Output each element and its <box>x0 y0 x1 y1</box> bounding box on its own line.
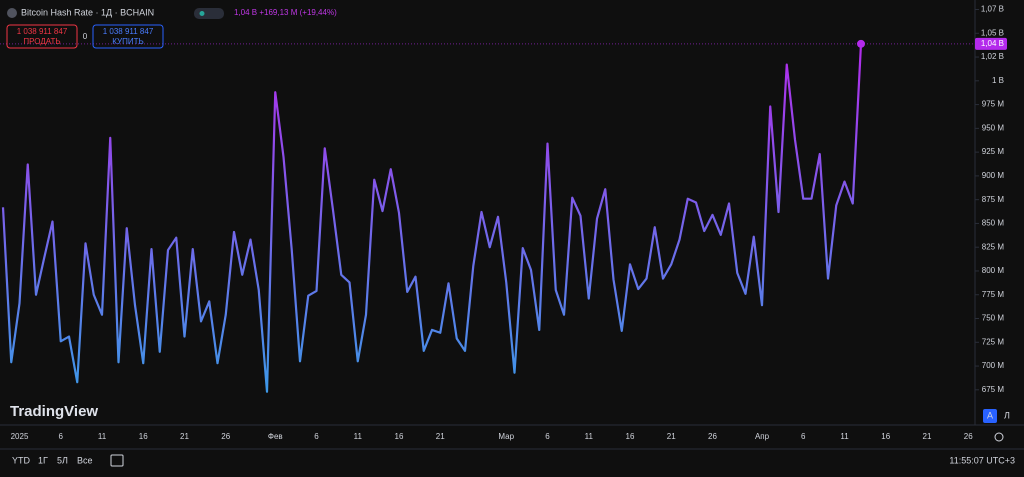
y-tick-label: 1,05 B <box>981 28 1004 37</box>
range-button[interactable]: Все <box>77 455 93 465</box>
x-tick-label: 21 <box>436 432 445 441</box>
y-tick-label: 700 M <box>982 361 1005 370</box>
x-tick-label: 6 <box>59 432 64 441</box>
symbol-title[interactable]: Bitcoin Hash Rate · 1Д · BCHAIN <box>21 7 154 17</box>
x-tick-label: 26 <box>964 432 973 441</box>
status-pill[interactable] <box>194 8 224 19</box>
x-tick-label: 26 <box>221 432 230 441</box>
x-tick-label: 21 <box>667 432 676 441</box>
symbol-icon <box>7 8 17 18</box>
settings-icon[interactable] <box>994 432 1004 442</box>
y-tick-label: 1,02 B <box>981 52 1004 61</box>
y-tick-label: 1 B <box>992 76 1004 85</box>
sell-label: ПРОДАТЬ <box>23 37 60 46</box>
x-tick-label: 16 <box>395 432 404 441</box>
market-status <box>199 11 205 16</box>
y-tick-label: 775 M <box>982 290 1005 299</box>
range-button[interactable]: 5Л <box>57 455 68 465</box>
x-tick-label: 11 <box>840 432 849 441</box>
x-tick-label: Апр <box>755 432 770 441</box>
x-tick-label: 2025 <box>11 432 29 441</box>
x-tick-label: 26 <box>708 432 717 441</box>
header-change: 1,04 B +169,13 M (+19,44%) <box>234 8 337 17</box>
date-range-icon[interactable] <box>110 454 124 467</box>
sell-button[interactable] <box>6 24 78 49</box>
last-price-label: 1,04 B <box>981 39 1004 48</box>
x-tick-label: 16 <box>626 432 635 441</box>
log-scale-label[interactable]: Л <box>1004 410 1010 420</box>
x-tick-label: 21 <box>180 432 189 441</box>
sell-price: 1 038 911 847 <box>17 27 68 36</box>
y-tick-label: 900 M <box>982 171 1005 180</box>
price-line <box>1 43 863 393</box>
auto-scale-label: A <box>987 410 993 420</box>
x-tick-label: 11 <box>354 432 363 441</box>
clock: 11:55:07 UTC+3 <box>949 455 1015 465</box>
x-tick-label: 6 <box>314 432 319 441</box>
y-tick-label: 750 M <box>982 314 1005 323</box>
x-tick-label: 21 <box>923 432 932 441</box>
buy-price: 1 038 911 847 <box>103 27 154 36</box>
y-tick-label: 1,07 B <box>981 5 1004 14</box>
buy-label: КУПИТЬ <box>112 37 143 46</box>
y-tick-label: 850 M <box>982 219 1005 228</box>
y-tick-label: 875 M <box>982 195 1005 204</box>
y-tick-label: 925 M <box>982 147 1005 156</box>
last-price-badge <box>975 37 1007 50</box>
y-tick-label: 800 M <box>982 266 1005 275</box>
x-tick-label: 16 <box>881 432 890 441</box>
range-button[interactable]: YTD <box>12 455 31 465</box>
last-point <box>857 39 865 48</box>
x-tick-label: 11 <box>585 432 594 441</box>
x-tick-label: 11 <box>98 432 107 441</box>
auto-scale-button[interactable] <box>983 409 997 423</box>
y-tick-label: 725 M <box>982 337 1005 346</box>
range-button[interactable]: 1Г <box>38 455 48 465</box>
y-tick-label: 975 M <box>982 100 1005 109</box>
x-tick-label: 16 <box>139 432 148 441</box>
spread: 0 <box>83 32 88 41</box>
watermark: TradingView <box>10 403 98 420</box>
x-tick-label: Мар <box>498 432 514 441</box>
x-tick-label: Фев <box>268 432 283 441</box>
buy-button[interactable] <box>92 24 164 49</box>
y-tick-label: 950 M <box>982 123 1005 132</box>
y-tick-label: 825 M <box>982 242 1005 251</box>
x-tick-label: 6 <box>801 432 806 441</box>
x-tick-label: 6 <box>545 432 550 441</box>
y-tick-label: 675 M <box>982 385 1005 394</box>
